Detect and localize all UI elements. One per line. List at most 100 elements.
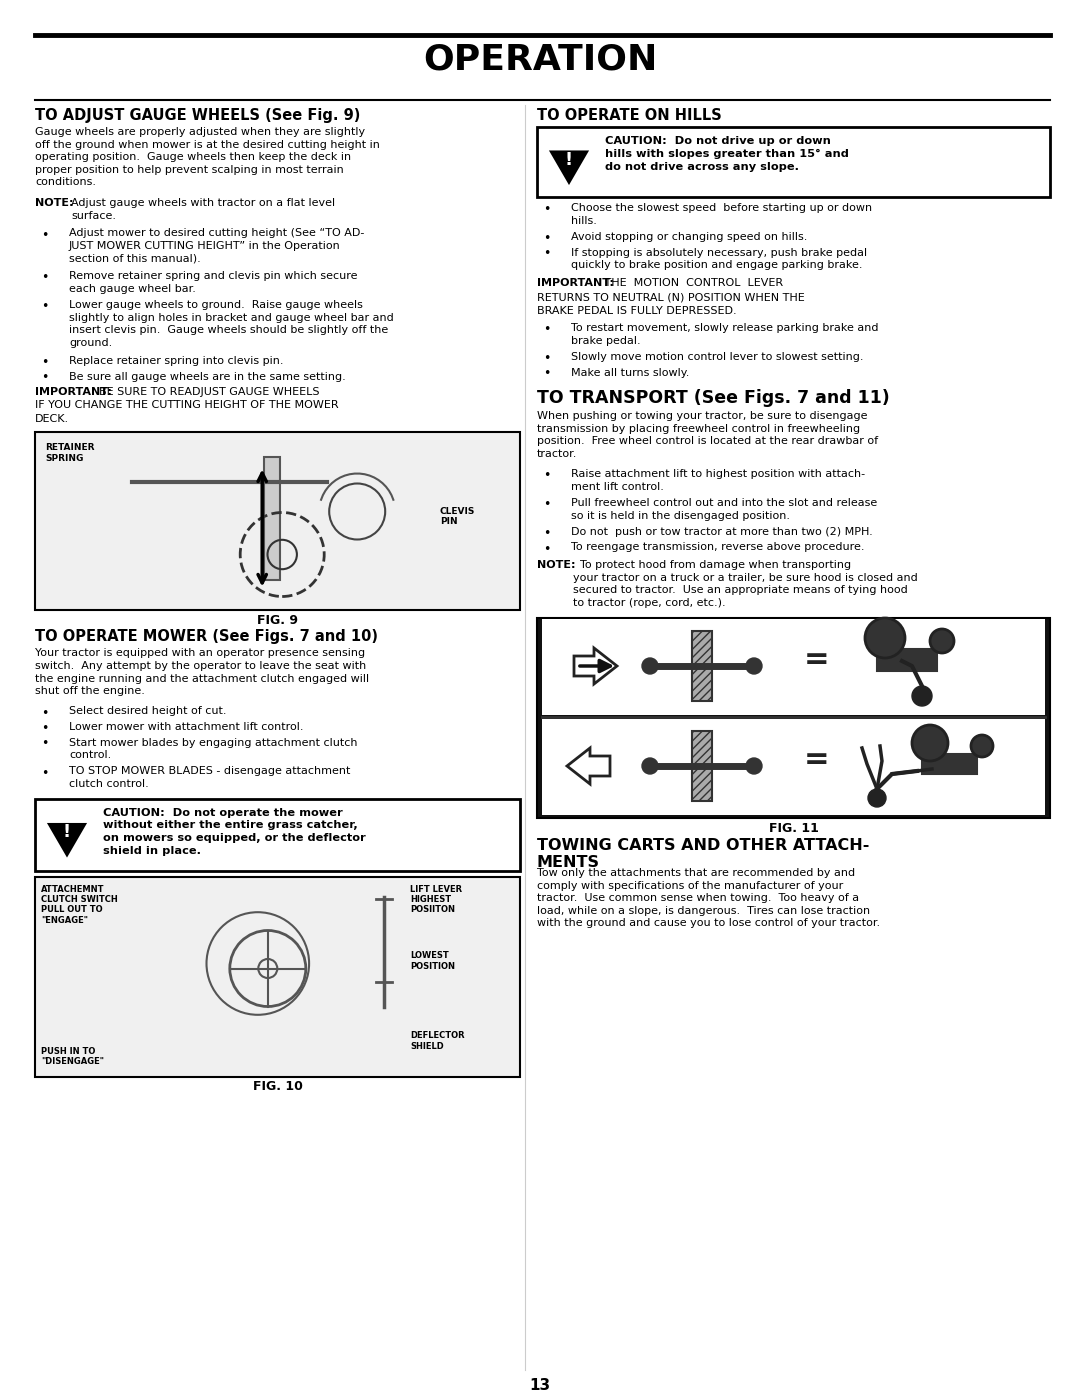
Text: TO OPERATE ON HILLS: TO OPERATE ON HILLS [537, 108, 721, 123]
FancyBboxPatch shape [537, 127, 1050, 197]
Circle shape [746, 658, 762, 673]
Text: BRAKE PEDAL IS FULLY DEPRESSED.: BRAKE PEDAL IS FULLY DEPRESSED. [537, 306, 737, 316]
Text: •: • [41, 722, 49, 735]
Text: If stopping is absolutely necessary, push brake pedal
quickly to brake position : If stopping is absolutely necessary, pus… [571, 247, 867, 270]
Circle shape [930, 629, 954, 652]
Circle shape [971, 735, 993, 757]
Text: Be sure all gauge wheels are in the same setting.: Be sure all gauge wheels are in the same… [69, 372, 346, 381]
Text: •: • [41, 300, 49, 313]
Text: CAUTION:  Do not drive up or down
hills with slopes greater than 15° and
do not : CAUTION: Do not drive up or down hills w… [605, 136, 849, 172]
Text: •: • [543, 367, 551, 380]
Polygon shape [551, 151, 588, 183]
Text: Remove retainer spring and clevis pin which secure
each gauge wheel bar.: Remove retainer spring and clevis pin wh… [69, 271, 357, 293]
Text: TO ADJUST GAUGE WHEELS (See Fig. 9): TO ADJUST GAUGE WHEELS (See Fig. 9) [35, 108, 361, 123]
Text: •: • [41, 738, 49, 750]
Text: LIFT LEVER
HIGHEST
POSIITON: LIFT LEVER HIGHEST POSIITON [410, 884, 462, 914]
Text: •: • [543, 542, 551, 556]
Text: CAUTION:  Do not operate the mower
without either the entire grass catcher,
on m: CAUTION: Do not operate the mower withou… [103, 807, 366, 856]
Polygon shape [573, 648, 617, 685]
Text: TOWING CARTS AND OTHER ATTACH-
MENTS: TOWING CARTS AND OTHER ATTACH- MENTS [537, 838, 869, 870]
Text: OPERATION: OPERATION [422, 42, 658, 75]
Text: •: • [41, 271, 49, 284]
Text: Avoid stopping or changing speed on hills.: Avoid stopping or changing speed on hill… [571, 232, 808, 242]
Text: •: • [41, 372, 49, 384]
Text: When pushing or towing your tractor, be sure to disengage
transmission by placin: When pushing or towing your tractor, be … [537, 411, 878, 458]
Text: Start mower blades by engaging attachment clutch
control.: Start mower blades by engaging attachmen… [69, 738, 357, 760]
Text: Choose the slowest speed  before starting up or down
hills.: Choose the slowest speed before starting… [571, 203, 873, 225]
Text: NOTE:: NOTE: [537, 560, 576, 570]
Text: Your tractor is equipped with an operator presence sensing
switch.  Any attempt : Your tractor is equipped with an operato… [35, 648, 369, 696]
Polygon shape [49, 824, 85, 855]
Text: Do not  push or tow tractor at more than two (2) MPH.: Do not push or tow tractor at more than … [571, 527, 873, 536]
Text: •: • [543, 469, 551, 482]
Text: To reengage transmission, reverse above procedure.: To reengage transmission, reverse above … [571, 542, 864, 552]
Text: RETURNS TO NEUTRAL (N) POSITION WHEN THE: RETURNS TO NEUTRAL (N) POSITION WHEN THE [537, 292, 805, 302]
Text: Raise attachment lift to highest position with attach-
ment lift control.: Raise attachment lift to highest positio… [571, 469, 865, 492]
Bar [692, 731, 712, 800]
Polygon shape [567, 747, 610, 784]
FancyBboxPatch shape [35, 799, 519, 870]
Text: •: • [41, 229, 49, 242]
Text: Pull freewheel control out and into the slot and release
so it is held in the di: Pull freewheel control out and into the … [571, 497, 877, 521]
Circle shape [912, 725, 948, 761]
Text: FIG. 11: FIG. 11 [769, 821, 819, 835]
Text: •: • [543, 323, 551, 337]
FancyBboxPatch shape [35, 876, 519, 1077]
Text: ATTACHEMNT
CLUTCH SWITCH
PULL OUT TO
"ENGAGE": ATTACHEMNT CLUTCH SWITCH PULL OUT TO "EN… [41, 884, 118, 925]
Text: NOTE:: NOTE: [35, 198, 73, 208]
Text: •: • [543, 203, 551, 217]
FancyBboxPatch shape [542, 619, 1045, 715]
Text: Adjust gauge wheels with tractor on a flat level
surface.: Adjust gauge wheels with tractor on a fl… [71, 198, 335, 221]
Text: =: = [805, 645, 829, 675]
Bar [692, 631, 712, 701]
Text: FIG. 10: FIG. 10 [253, 1080, 302, 1094]
Text: LOWEST
POSITION: LOWEST POSITION [410, 951, 455, 971]
FancyBboxPatch shape [542, 719, 1045, 814]
Text: •: • [543, 527, 551, 541]
Text: TO TRANSPORT (See Figs. 7 and 11): TO TRANSPORT (See Figs. 7 and 11) [537, 388, 890, 407]
Text: To protect hood from damage when transporting
your tractor on a truck or a trail: To protect hood from damage when transpo… [573, 560, 918, 608]
Text: Lower mower with attachment lift control.: Lower mower with attachment lift control… [69, 722, 303, 732]
Text: FIG. 9: FIG. 9 [257, 613, 298, 626]
Text: !: ! [63, 823, 71, 841]
Text: DECK.: DECK. [35, 414, 69, 425]
Text: Adjust mower to desired cutting height (See “TO AD-
JUST MOWER CUTTING HEIGHT” i: Adjust mower to desired cutting height (… [69, 229, 364, 264]
Circle shape [642, 759, 658, 774]
Text: CLEVIS
PIN: CLEVIS PIN [440, 507, 475, 525]
Circle shape [865, 617, 905, 658]
Bar [922, 754, 977, 774]
Circle shape [912, 686, 932, 705]
Text: •: • [543, 247, 551, 260]
Bar [265, 457, 280, 580]
Circle shape [868, 789, 886, 807]
Text: Replace retainer spring into clevis pin.: Replace retainer spring into clevis pin. [69, 356, 283, 366]
Text: PUSH IN TO
"DISENGAGE": PUSH IN TO "DISENGAGE" [41, 1046, 104, 1066]
Text: Select desired height of cut.: Select desired height of cut. [69, 707, 227, 717]
FancyBboxPatch shape [537, 617, 1050, 819]
Text: •: • [543, 232, 551, 244]
Text: DEFLECTOR
SHIELD: DEFLECTOR SHIELD [410, 1031, 464, 1051]
Text: BE SURE TO READJUST GAUGE WHEELS: BE SURE TO READJUST GAUGE WHEELS [99, 387, 320, 397]
Text: IMPORTANT:: IMPORTANT: [35, 387, 112, 397]
Text: •: • [41, 767, 49, 780]
Text: •: • [41, 356, 49, 369]
Text: •: • [41, 707, 49, 719]
Text: IF YOU CHANGE THE CUTTING HEIGHT OF THE MOWER: IF YOU CHANGE THE CUTTING HEIGHT OF THE … [35, 401, 339, 411]
Text: Gauge wheels are properly adjusted when they are slightly
off the ground when mo: Gauge wheels are properly adjusted when … [35, 127, 380, 187]
Text: To restart movement, slowly release parking brake and
brake pedal.: To restart movement, slowly release park… [571, 323, 878, 345]
Text: =: = [805, 746, 829, 774]
Circle shape [746, 759, 762, 774]
Text: TO STOP MOWER BLADES - disengage attachment
clutch control.: TO STOP MOWER BLADES - disengage attachm… [69, 767, 350, 789]
Text: Slowly move motion control lever to slowest setting.: Slowly move motion control lever to slow… [571, 352, 864, 362]
Bar [877, 650, 937, 671]
Text: Tow only the attachments that are recommended by and
comply with specifications : Tow only the attachments that are recomm… [537, 868, 880, 928]
Text: 13: 13 [529, 1377, 551, 1393]
Text: RETAINER
SPRING: RETAINER SPRING [45, 443, 95, 462]
Text: !: ! [565, 151, 573, 169]
Text: Lower gauge wheels to ground.  Raise gauge wheels
slightly to align holes in bra: Lower gauge wheels to ground. Raise gaug… [69, 300, 394, 348]
Text: TO OPERATE MOWER (See Figs. 7 and 10): TO OPERATE MOWER (See Figs. 7 and 10) [35, 630, 378, 644]
Circle shape [642, 658, 658, 673]
FancyBboxPatch shape [35, 432, 519, 609]
Text: Make all turns slowly.: Make all turns slowly. [571, 367, 689, 377]
Text: •: • [543, 352, 551, 365]
